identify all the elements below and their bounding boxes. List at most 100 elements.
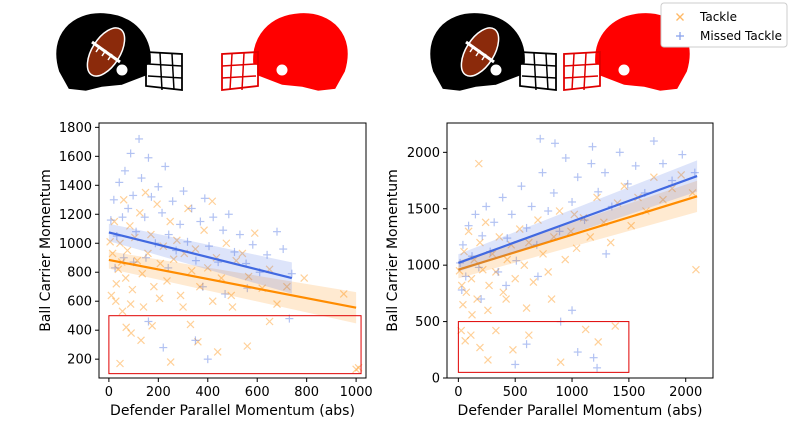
data-point [503,234,512,243]
legend-marker-glyph [676,13,684,21]
data-point [538,168,547,177]
legend-marker-missed-tackle [676,32,684,40]
data-point [158,208,167,217]
y-tick-label: 1000 [407,259,440,274]
data-point [517,182,526,191]
data-point [631,161,640,170]
data-point [461,272,470,281]
data-point [168,197,177,206]
data-point [561,153,570,162]
data-point [483,356,492,364]
data-point [522,304,531,312]
data-point [111,263,120,272]
data-point [114,265,123,274]
data-point [195,282,204,291]
data-point [457,285,466,294]
data-point [549,188,558,197]
data-point [110,217,119,226]
data-point [678,150,687,159]
data-point [135,134,144,143]
data-point [120,166,129,175]
data-point [137,174,146,183]
data-point [482,202,491,211]
data-point [166,217,175,226]
data-point [491,268,500,276]
data-point [119,195,128,204]
data-point [248,240,257,249]
data-point [107,291,116,300]
data-point [468,310,476,319]
data-point [144,249,152,258]
data-point [478,265,487,274]
data-point [198,282,207,291]
data-point [138,269,147,278]
regression-line-missed-tackle [108,231,293,280]
data-point [126,300,135,309]
confidence-band-tackle [458,180,698,279]
data-point [658,159,667,168]
data-point [140,213,149,222]
data-point [573,348,582,357]
data-point [263,250,272,259]
data-point [692,265,700,274]
legend-marker-tackle [676,13,684,21]
data-point [544,207,553,216]
data-point [588,142,597,151]
x-tick-label: 800 [294,385,319,400]
data-point [556,358,565,367]
data-point [550,139,559,148]
series-tackle-points [455,159,700,367]
data-point [243,342,252,351]
data-point [235,230,244,239]
data-point [144,317,153,326]
data-point [191,245,200,253]
data-point [282,282,291,291]
data-point [544,268,553,276]
data-point [179,303,187,311]
data-point [146,230,155,239]
right-scatter-plot: 0 500 1000 1500 2000 0 500 1000 1500 2000 Defender… [385,122,714,419]
data-point [620,182,629,191]
data-point [503,255,512,264]
data-point [589,353,598,362]
data-point [491,326,500,335]
regression-line-tackle [458,195,698,271]
data-point [213,347,222,356]
data-point [141,253,150,262]
data-point [522,340,531,349]
data-point [108,249,117,258]
data-point [250,229,259,238]
data-point [265,317,274,326]
data-point [690,168,699,177]
data-point [461,336,470,345]
x-tick-label: 400 [195,385,220,400]
data-point [668,176,677,185]
legend-label-tackle: Tackle [699,10,737,24]
data-point [509,345,517,354]
data-point [659,195,667,204]
y-tick-label: 500 [415,315,440,330]
data-point [163,277,171,285]
legend-frame [660,2,788,48]
helmet-icon-red-left [220,10,351,94]
y-tick-label: 200 [67,353,92,368]
data-point [457,281,466,290]
legend: Tackle Missed Tackle [660,2,788,48]
data-point [106,216,115,225]
data-point [536,134,545,143]
data-point [205,242,214,251]
data-point [156,259,165,268]
data-point [118,307,127,316]
data-point [141,188,150,197]
y-tick-label: 400 [67,324,92,339]
data-point [586,233,595,241]
data-point [474,159,483,168]
data-point [524,238,533,247]
data-point [176,291,185,300]
data-point [116,359,124,368]
data-point [573,173,582,182]
data-point [300,274,309,282]
data-point [224,210,233,219]
data-point [555,207,564,215]
data-point [187,204,196,213]
